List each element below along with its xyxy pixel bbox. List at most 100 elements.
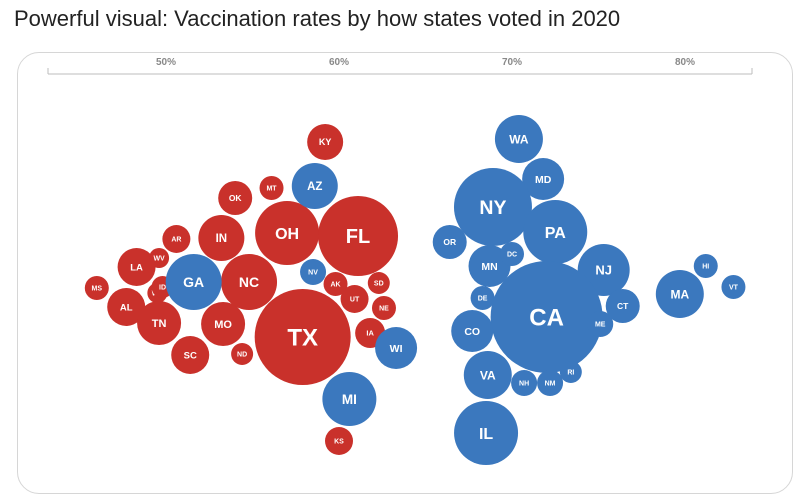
bubble-label: MN [481, 261, 497, 273]
bubble-label: MT [266, 186, 277, 193]
bubble-label: MS [92, 286, 103, 293]
bubble-circle [162, 225, 191, 253]
state-bubble-nc: NC [221, 254, 278, 310]
bubble-circle [371, 296, 396, 320]
bubble-circle [523, 200, 588, 264]
bubble-label: NE [379, 306, 389, 313]
bubble-circle [259, 176, 284, 200]
state-bubble-mo: MO [201, 302, 246, 346]
state-bubble-mn: MN [468, 245, 511, 287]
bubble-circle [468, 245, 511, 287]
bubble-circle [198, 215, 245, 261]
bubble-label: OK [229, 193, 243, 203]
state-bubble-la: LA [117, 248, 156, 286]
bubble-label: FL [346, 226, 370, 248]
bubble-label: IA [366, 329, 374, 338]
x-tick-label: 50% [156, 57, 176, 68]
bubble-circle [218, 181, 253, 215]
bubble-circle [500, 242, 524, 266]
state-bubble-il: IL [454, 401, 519, 465]
bubble-label: OH [275, 226, 299, 243]
bubble-label: DC [507, 252, 517, 259]
bubble-label: MD [535, 174, 552, 186]
bubble-circle [453, 168, 532, 246]
bubble-circle [255, 201, 320, 265]
bubble-label: AL [120, 302, 133, 313]
state-bubble-sd: SD [367, 272, 390, 294]
bubble-label: SC [184, 350, 197, 361]
bubble-label: AR [171, 237, 181, 244]
bubble-label: MO [214, 319, 232, 331]
bubble-circle [291, 163, 338, 209]
bubble-label: IL [479, 426, 493, 443]
bubble-circle [454, 401, 519, 465]
bubble-label: PA [545, 225, 566, 242]
bubble-label: TN [152, 318, 167, 330]
state-bubble-ga: GA [165, 254, 222, 310]
bubble-circle [470, 286, 495, 310]
bubble-label: KY [319, 137, 332, 147]
state-bubble-nv: NV [300, 259, 327, 285]
bubble-label: NC [239, 274, 259, 290]
state-bubble-co: CO [451, 310, 494, 352]
bubble-label: LA [130, 262, 143, 273]
bubble-circle [451, 310, 494, 352]
state-bubble-sc: SC [171, 336, 210, 374]
bubble-circle [300, 259, 327, 285]
bubble-circle [149, 248, 170, 268]
bubble-circle [367, 272, 390, 294]
state-bubble-wa: WA [494, 115, 543, 163]
bubble-label: NH [519, 381, 529, 388]
bubble-circle [318, 196, 399, 276]
state-bubble-hi: HI [693, 254, 718, 278]
state-bubble-md: MD [522, 158, 565, 200]
bubble-circle [171, 336, 210, 374]
bubble-circle [307, 124, 344, 160]
bubble-circle [165, 254, 222, 310]
state-bubble-ks: KS [325, 427, 353, 455]
state-bubble-vt: VT [721, 275, 746, 299]
state-bubble-in: IN [198, 215, 245, 261]
state-bubble-ma: MA [655, 270, 704, 318]
bubble-circle [375, 327, 418, 369]
bubble-circle [325, 427, 353, 455]
bubble-label: ID [159, 285, 166, 292]
bubble-label: VA [480, 368, 496, 382]
bubble-label: UT [350, 297, 360, 304]
state-bubble-oh: OH [255, 201, 320, 265]
state-bubble-tx: TX [254, 289, 351, 385]
state-bubble-wv: WV [149, 248, 170, 268]
bubble-circle [137, 301, 182, 345]
bubble-circle [463, 351, 512, 399]
state-bubble-de: DE [470, 286, 495, 310]
bubble-label: MI [342, 392, 357, 407]
state-bubble-az: AZ [291, 163, 338, 209]
state-bubble-ct: CT [605, 289, 640, 323]
bubble-circle [432, 225, 467, 259]
bubble-label: GA [183, 274, 204, 290]
state-bubble-ok: OK [218, 181, 253, 215]
bubble-label: HI [702, 264, 709, 271]
state-bubble-nm: NM [537, 370, 564, 396]
bubble-circle [221, 254, 278, 310]
bubble-label: VT [729, 285, 739, 292]
bubble-label: CO [464, 326, 480, 338]
bubble-label: WV [153, 256, 165, 263]
state-bubble-wi: WI [375, 327, 418, 369]
state-bubble-ak: AK [323, 272, 348, 296]
bubble-circle [117, 248, 156, 286]
x-tick-label: 60% [329, 57, 349, 68]
state-bubble-me: ME [587, 311, 614, 337]
bubble-label: AZ [307, 181, 322, 193]
state-bubble-nd: ND [231, 343, 254, 365]
state-bubble-nh: NH [511, 370, 538, 396]
bubble-circle [490, 261, 603, 373]
bubble-circle [511, 370, 538, 396]
chart-title: Powerful visual: Vaccination rates by ho… [14, 6, 621, 31]
bubble-label: WI [390, 343, 403, 355]
bubble-circle [721, 275, 746, 299]
state-bubble-or: OR [432, 225, 467, 259]
bubble-circle [693, 254, 718, 278]
state-bubble-ky: KY [307, 124, 344, 160]
state-bubble-ny: NY [453, 168, 532, 246]
